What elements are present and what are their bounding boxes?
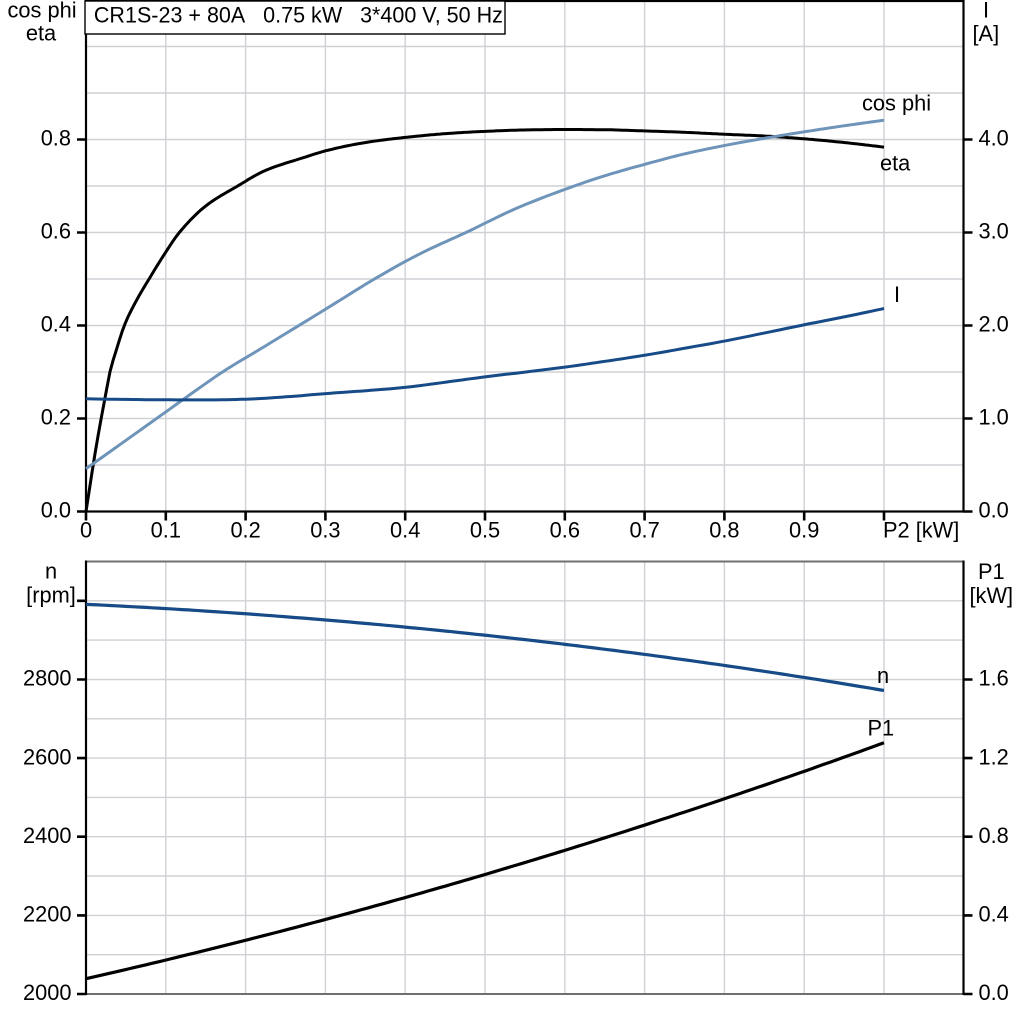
svg-text:0.8: 0.8 <box>709 518 739 543</box>
svg-text:0.1: 0.1 <box>151 518 181 543</box>
svg-text:eta: eta <box>880 150 911 175</box>
svg-text:2.0: 2.0 <box>979 312 1009 337</box>
svg-text:2200: 2200 <box>23 902 72 927</box>
svg-text:0.5: 0.5 <box>470 518 500 543</box>
svg-text:1.0: 1.0 <box>979 405 1009 430</box>
svg-text:0.0: 0.0 <box>41 498 71 523</box>
svg-text:0: 0 <box>80 518 92 543</box>
svg-text:cos phi: cos phi <box>862 90 931 115</box>
svg-text:I: I <box>894 282 900 307</box>
svg-text:4.0: 4.0 <box>979 126 1009 151</box>
svg-text:0.6: 0.6 <box>550 518 580 543</box>
svg-text:3.0: 3.0 <box>979 219 1009 244</box>
svg-text:P1: P1 <box>978 559 1005 584</box>
svg-text:1.2: 1.2 <box>979 744 1009 769</box>
svg-text:cos phi: cos phi <box>7 0 76 23</box>
svg-text:0.4: 0.4 <box>41 312 71 337</box>
svg-text:0.3: 0.3 <box>310 518 340 543</box>
svg-text:1.6: 1.6 <box>979 666 1009 691</box>
svg-text:0.0: 0.0 <box>979 498 1009 523</box>
svg-text:2400: 2400 <box>23 823 72 848</box>
svg-text:P1: P1 <box>868 715 895 740</box>
svg-text:0.4: 0.4 <box>979 902 1009 927</box>
svg-text:0.2: 0.2 <box>41 405 71 430</box>
svg-text:eta: eta <box>26 21 57 46</box>
svg-text:CR1S-23 + 80A 0.75 kW 3*40: CR1S-23 + 80A 0.75 kW 3*400 V, 50 Hz <box>94 3 503 28</box>
svg-text:[A]: [A] <box>972 21 999 46</box>
svg-text:0.4: 0.4 <box>390 518 420 543</box>
svg-text:n: n <box>45 559 57 584</box>
svg-text:[rpm]: [rpm] <box>26 583 76 608</box>
svg-text:2000: 2000 <box>23 980 72 1005</box>
svg-text:P2 [kW]: P2 [kW] <box>883 518 959 543</box>
svg-text:0.0: 0.0 <box>979 980 1009 1005</box>
svg-text:0.2: 0.2 <box>230 518 260 543</box>
svg-text:[kW]: [kW] <box>970 583 1014 608</box>
svg-text:0.9: 0.9 <box>789 518 819 543</box>
svg-text:2600: 2600 <box>23 744 72 769</box>
svg-text:I: I <box>983 0 989 23</box>
svg-text:n: n <box>877 663 889 688</box>
svg-text:0.7: 0.7 <box>629 518 659 543</box>
svg-text:0.8: 0.8 <box>979 823 1009 848</box>
svg-text:0.6: 0.6 <box>41 219 71 244</box>
svg-text:2800: 2800 <box>23 666 72 691</box>
svg-text:0.8: 0.8 <box>41 126 71 151</box>
